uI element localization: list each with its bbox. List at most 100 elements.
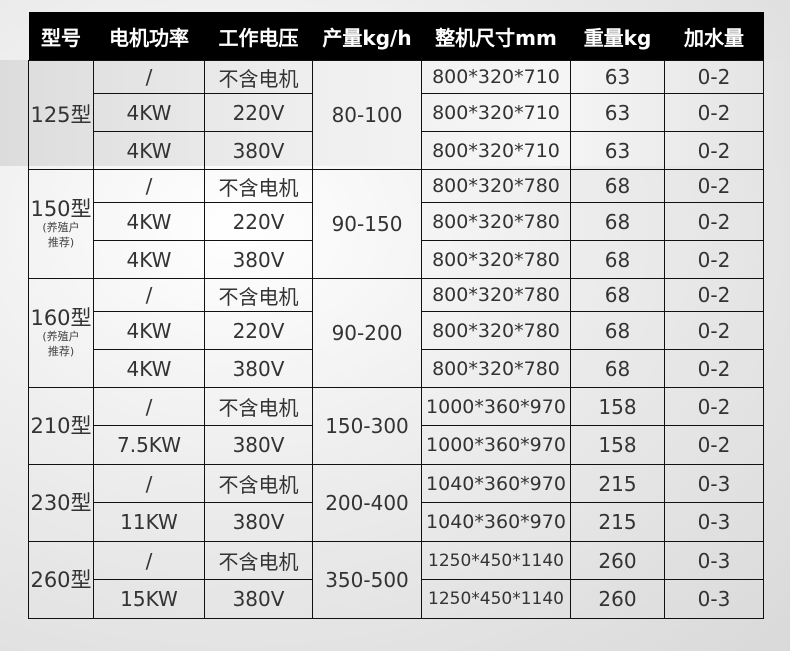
- voltage-cell: 220V: [204, 93, 313, 132]
- weight-cell: 68: [570, 169, 665, 203]
- weight-cell: 68: [570, 349, 665, 388]
- output-cell: 350-500: [312, 541, 422, 619]
- model-cell: 150型 (养殖户推荐): [28, 169, 94, 279]
- header-water: 加水量: [664, 12, 764, 61]
- power-cell: /: [93, 278, 205, 312]
- output-cell: 150-300: [312, 387, 422, 465]
- size-cell: 1000*360*970: [421, 387, 571, 426]
- water-cell: 0-2: [664, 93, 764, 132]
- voltage-cell: 380V: [204, 131, 313, 170]
- table-row: 4KW 380V 800*320*780 68 0-2: [29, 349, 764, 388]
- power-cell: 4KW: [93, 240, 205, 279]
- power-cell: /: [93, 464, 205, 503]
- table-row: 4KW 380V 800*320*710 63 0-2: [29, 131, 764, 170]
- table-row: 160型 (养殖户推荐) / 不含电机 90-200 800*320*780 68 0-2: [28, 278, 764, 388]
- power-cell: 4KW: [93, 202, 205, 241]
- voltage-cell: 不含电机: [204, 387, 313, 426]
- power-cell: 15KW: [93, 579, 205, 619]
- weight-cell: 63: [570, 93, 665, 132]
- size-cell: 800*320*780: [421, 278, 571, 312]
- size-cell: 1250*450*1140: [421, 579, 571, 619]
- table-row: 210型 / 不含电机 150-300 1000*360*970 158 0-2: [28, 387, 764, 465]
- power-cell: 11KW: [93, 502, 205, 542]
- voltage-cell: 380V: [204, 579, 313, 619]
- table-row: 260型 / 不含电机 350-500 1250*450*1140 260 0-3: [28, 541, 764, 619]
- size-cell: 800*320*710: [421, 60, 571, 94]
- header-power: 电机功率: [93, 12, 205, 61]
- size-cell: 1040*360*970: [421, 464, 571, 503]
- water-cell: 0-3: [664, 502, 764, 542]
- model-cell: 230型: [28, 464, 94, 542]
- model-name: 210型: [30, 414, 92, 438]
- weight-cell: 158: [570, 425, 665, 465]
- size-cell: 800*320*780: [421, 240, 571, 279]
- header-row: 型号 电机功率 工作电压 产量kg/h 整机尺寸mm 重量kg 加水量: [28, 12, 764, 61]
- size-cell: 800*320*780: [421, 169, 571, 203]
- voltage-cell: 不含电机: [204, 60, 313, 94]
- power-cell: 7.5KW: [93, 425, 205, 465]
- model-cell: 125型: [28, 60, 94, 170]
- model-name: 260型: [30, 568, 92, 592]
- header-weight: 重量kg: [570, 12, 665, 61]
- header-output: 产量kg/h: [312, 12, 422, 61]
- spec-table: 型号 电机功率 工作电压 产量kg/h 整机尺寸mm 重量kg 加水量 125型 / 不含电机 8…: [28, 12, 764, 619]
- water-cell: 0-2: [664, 425, 764, 465]
- size-cell: 1040*360*970: [421, 502, 571, 542]
- model-name: 160型: [30, 306, 92, 330]
- model-name: 125型: [30, 103, 92, 127]
- voltage-cell: 不含电机: [204, 278, 313, 312]
- model-name: 150型: [30, 197, 92, 221]
- power-cell: /: [93, 387, 205, 426]
- weight-cell: 63: [570, 60, 665, 94]
- weight-cell: 68: [570, 202, 665, 241]
- power-cell: /: [93, 60, 205, 94]
- voltage-cell: 380V: [204, 349, 313, 388]
- power-cell: 4KW: [93, 93, 205, 132]
- table-row: 150型 (养殖户推荐) / 不含电机 90-150 800*320*780 68 0-2: [28, 169, 764, 279]
- header-size: 整机尺寸mm: [421, 12, 571, 61]
- power-cell: 4KW: [93, 311, 205, 350]
- water-cell: 0-2: [664, 60, 764, 94]
- water-cell: 0-2: [664, 131, 764, 170]
- weight-cell: 68: [570, 311, 665, 350]
- voltage-cell: 220V: [204, 311, 313, 350]
- voltage-cell: 220V: [204, 202, 313, 241]
- size-cell: 800*320*710: [421, 131, 571, 170]
- weight-cell: 63: [570, 131, 665, 170]
- table-row: 230型 / 不含电机 200-400 1040*360*970 215 0-3: [28, 464, 764, 542]
- model-cell: 160型 (养殖户推荐): [28, 278, 94, 388]
- water-cell: 0-2: [664, 169, 764, 203]
- weight-cell: 215: [570, 502, 665, 542]
- table-row: 4KW 220V 800*320*780 68 0-2: [29, 311, 764, 350]
- table-row: 15KW 380V 1250*450*1140 260 0-3: [29, 579, 764, 619]
- water-cell: 0-3: [664, 541, 764, 580]
- water-cell: 0-2: [664, 278, 764, 312]
- power-cell: /: [93, 169, 205, 203]
- table-row: 7.5KW 380V 1000*360*970 158 0-2: [29, 425, 764, 465]
- model-note: (养殖户推荐): [42, 330, 80, 358]
- power-cell: /: [93, 541, 205, 580]
- water-cell: 0-3: [664, 579, 764, 619]
- voltage-cell: 不含电机: [204, 169, 313, 203]
- voltage-cell: 380V: [204, 425, 313, 465]
- output-cell: 90-200: [312, 278, 422, 388]
- weight-cell: 68: [570, 240, 665, 279]
- size-cell: 1000*360*970: [421, 425, 571, 465]
- size-cell: 800*320*780: [421, 311, 571, 350]
- power-cell: 4KW: [93, 131, 205, 170]
- header-model: 型号: [28, 12, 94, 61]
- weight-cell: 68: [570, 278, 665, 312]
- output-cell: 200-400: [312, 464, 422, 542]
- size-cell: 800*320*710: [421, 93, 571, 132]
- output-cell: 80-100: [312, 60, 422, 170]
- model-cell: 210型: [28, 387, 94, 465]
- model-cell: 260型: [28, 541, 94, 619]
- voltage-cell: 不含电机: [204, 541, 313, 580]
- voltage-cell: 不含电机: [204, 464, 313, 503]
- water-cell: 0-2: [664, 387, 764, 426]
- water-cell: 0-2: [664, 240, 764, 279]
- power-cell: 4KW: [93, 349, 205, 388]
- voltage-cell: 380V: [204, 240, 313, 279]
- weight-cell: 260: [570, 579, 665, 619]
- water-cell: 0-2: [664, 349, 764, 388]
